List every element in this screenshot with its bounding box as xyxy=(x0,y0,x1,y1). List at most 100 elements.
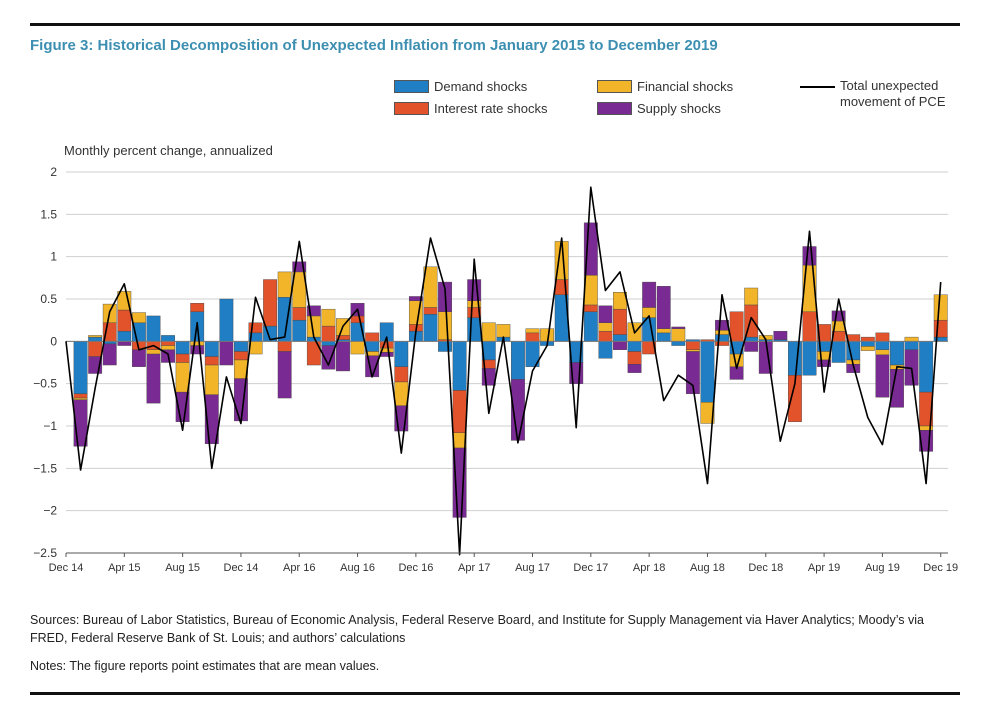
bar-segment-demand xyxy=(875,341,890,351)
bar-segment-interest xyxy=(292,307,307,321)
y-tick-label: −2.5 xyxy=(33,546,57,560)
bar-segment-demand xyxy=(204,341,219,357)
bar-segment-financial xyxy=(875,349,890,356)
bar-segment-demand xyxy=(744,336,759,342)
bar-segment-supply xyxy=(102,343,117,366)
bar-segment-demand xyxy=(656,332,671,342)
bar-segment-demand xyxy=(788,341,802,376)
bar-segment-financial xyxy=(277,271,292,298)
bar-segment-demand xyxy=(904,341,919,351)
bar-segment-demand xyxy=(511,341,525,380)
bar-segment-financial xyxy=(73,397,88,400)
bar-segment-financial xyxy=(904,336,919,342)
bar-segment-demand xyxy=(146,315,161,342)
bar-segment-demand xyxy=(234,341,248,352)
x-tick-label: Dec 16 xyxy=(398,562,433,574)
bar-segment-supply xyxy=(117,341,132,346)
top-rule xyxy=(30,23,960,26)
bar-segment-supply xyxy=(336,341,350,372)
legend-label-total-line2: movement of PCE xyxy=(840,94,946,109)
total-line xyxy=(65,186,942,556)
bar-segment-supply xyxy=(190,345,205,355)
legend-label-total-line1: Total unexpected xyxy=(840,78,939,93)
y-tick-label: −0.5 xyxy=(33,377,57,391)
legend-label-financial: Financial shocks xyxy=(637,79,734,94)
bar-segment-interest xyxy=(394,366,409,383)
bar-segment-interest xyxy=(248,322,263,334)
bar-segment-supply xyxy=(627,363,642,373)
bar-segment-financial xyxy=(540,328,554,342)
bar-segment-supply xyxy=(379,352,394,357)
x-tick-label: Dec 14 xyxy=(224,562,259,574)
bar-segment-supply xyxy=(831,310,846,322)
bar-segment-financial xyxy=(350,341,365,355)
bar-segment-demand xyxy=(88,336,103,342)
bar-segment-supply xyxy=(219,341,234,366)
legend-swatch-total xyxy=(800,86,835,88)
bar-segment-supply xyxy=(306,305,321,317)
bar-segment-demand xyxy=(365,341,380,352)
y-tick-label: 1.5 xyxy=(40,207,57,221)
bar-segment-interest xyxy=(685,341,700,351)
bar-segment-supply xyxy=(656,286,671,329)
bar-segment-interest xyxy=(175,353,190,363)
x-tick-label: Dec 18 xyxy=(748,562,783,574)
bar-segment-financial xyxy=(190,341,205,346)
bar-segment-interest xyxy=(933,319,948,338)
legend-swatch-financial xyxy=(597,80,632,93)
bar-segment-financial xyxy=(131,312,146,323)
bar-segment-interest xyxy=(204,356,219,366)
x-tick-label: Dec 19 xyxy=(923,562,958,574)
bar-segment-interest xyxy=(263,279,278,327)
bar-segment-interest xyxy=(627,351,642,365)
y-tick-label: 0 xyxy=(50,334,57,348)
bar-segment-supply xyxy=(642,281,657,308)
bar-segment-financial xyxy=(204,364,219,395)
bar-segment-financial xyxy=(161,345,175,351)
bar-segment-financial xyxy=(88,335,103,338)
bar-segment-financial xyxy=(146,349,161,355)
bar-segment-interest xyxy=(190,303,205,312)
bar-segment-supply xyxy=(321,345,336,370)
bar-segment-financial xyxy=(715,330,729,335)
bar-segment-interest xyxy=(525,332,540,342)
bar-segment-demand xyxy=(671,341,686,346)
bar-segment-demand xyxy=(890,341,904,366)
bar-segment-supply xyxy=(802,246,817,266)
x-tick-label: Aug 19 xyxy=(865,562,900,574)
bar-segment-demand xyxy=(467,317,482,342)
bar-segment-financial xyxy=(525,328,540,334)
bar-segment-interest xyxy=(234,351,248,361)
bar-segment-financial xyxy=(700,402,715,424)
bar-segment-financial xyxy=(175,362,190,393)
y-tick-label: 1 xyxy=(50,250,57,264)
bar-segment-interest xyxy=(73,393,88,399)
bar-segment-supply xyxy=(408,296,423,301)
x-tick-label: Aug 18 xyxy=(690,562,725,574)
bar-segment-demand xyxy=(700,341,715,403)
bar-segment-interest xyxy=(161,341,175,346)
bar-segment-demand xyxy=(161,335,175,342)
bar-segment-financial xyxy=(583,275,598,306)
bar-segment-interest xyxy=(802,311,817,342)
x-tick-label: Dec 17 xyxy=(573,562,608,574)
bar-segment-demand xyxy=(423,314,438,342)
legend-swatch-supply xyxy=(597,102,632,115)
bar-segment-demand xyxy=(613,334,627,342)
bar-segment-interest xyxy=(88,341,103,357)
bar-segment-demand xyxy=(438,341,452,352)
bar-segment-demand xyxy=(452,341,467,391)
bar-segment-demand xyxy=(394,341,409,367)
y-tick-label: −2 xyxy=(43,504,57,518)
bar-segment-financial xyxy=(496,324,511,338)
bar-segment-supply xyxy=(467,279,482,301)
bar-segment-financial xyxy=(394,381,409,406)
legend-label-supply: Supply shocks xyxy=(637,101,721,116)
bar-segment-supply xyxy=(773,330,788,340)
bar-segment-interest xyxy=(613,308,627,335)
x-tick-label: Apr 17 xyxy=(458,562,490,574)
y-tick-label: 2 xyxy=(50,165,57,179)
bar-segment-financial xyxy=(656,328,671,334)
y-tick-label: −1 xyxy=(43,419,57,433)
bar-segment-interest xyxy=(365,332,380,342)
